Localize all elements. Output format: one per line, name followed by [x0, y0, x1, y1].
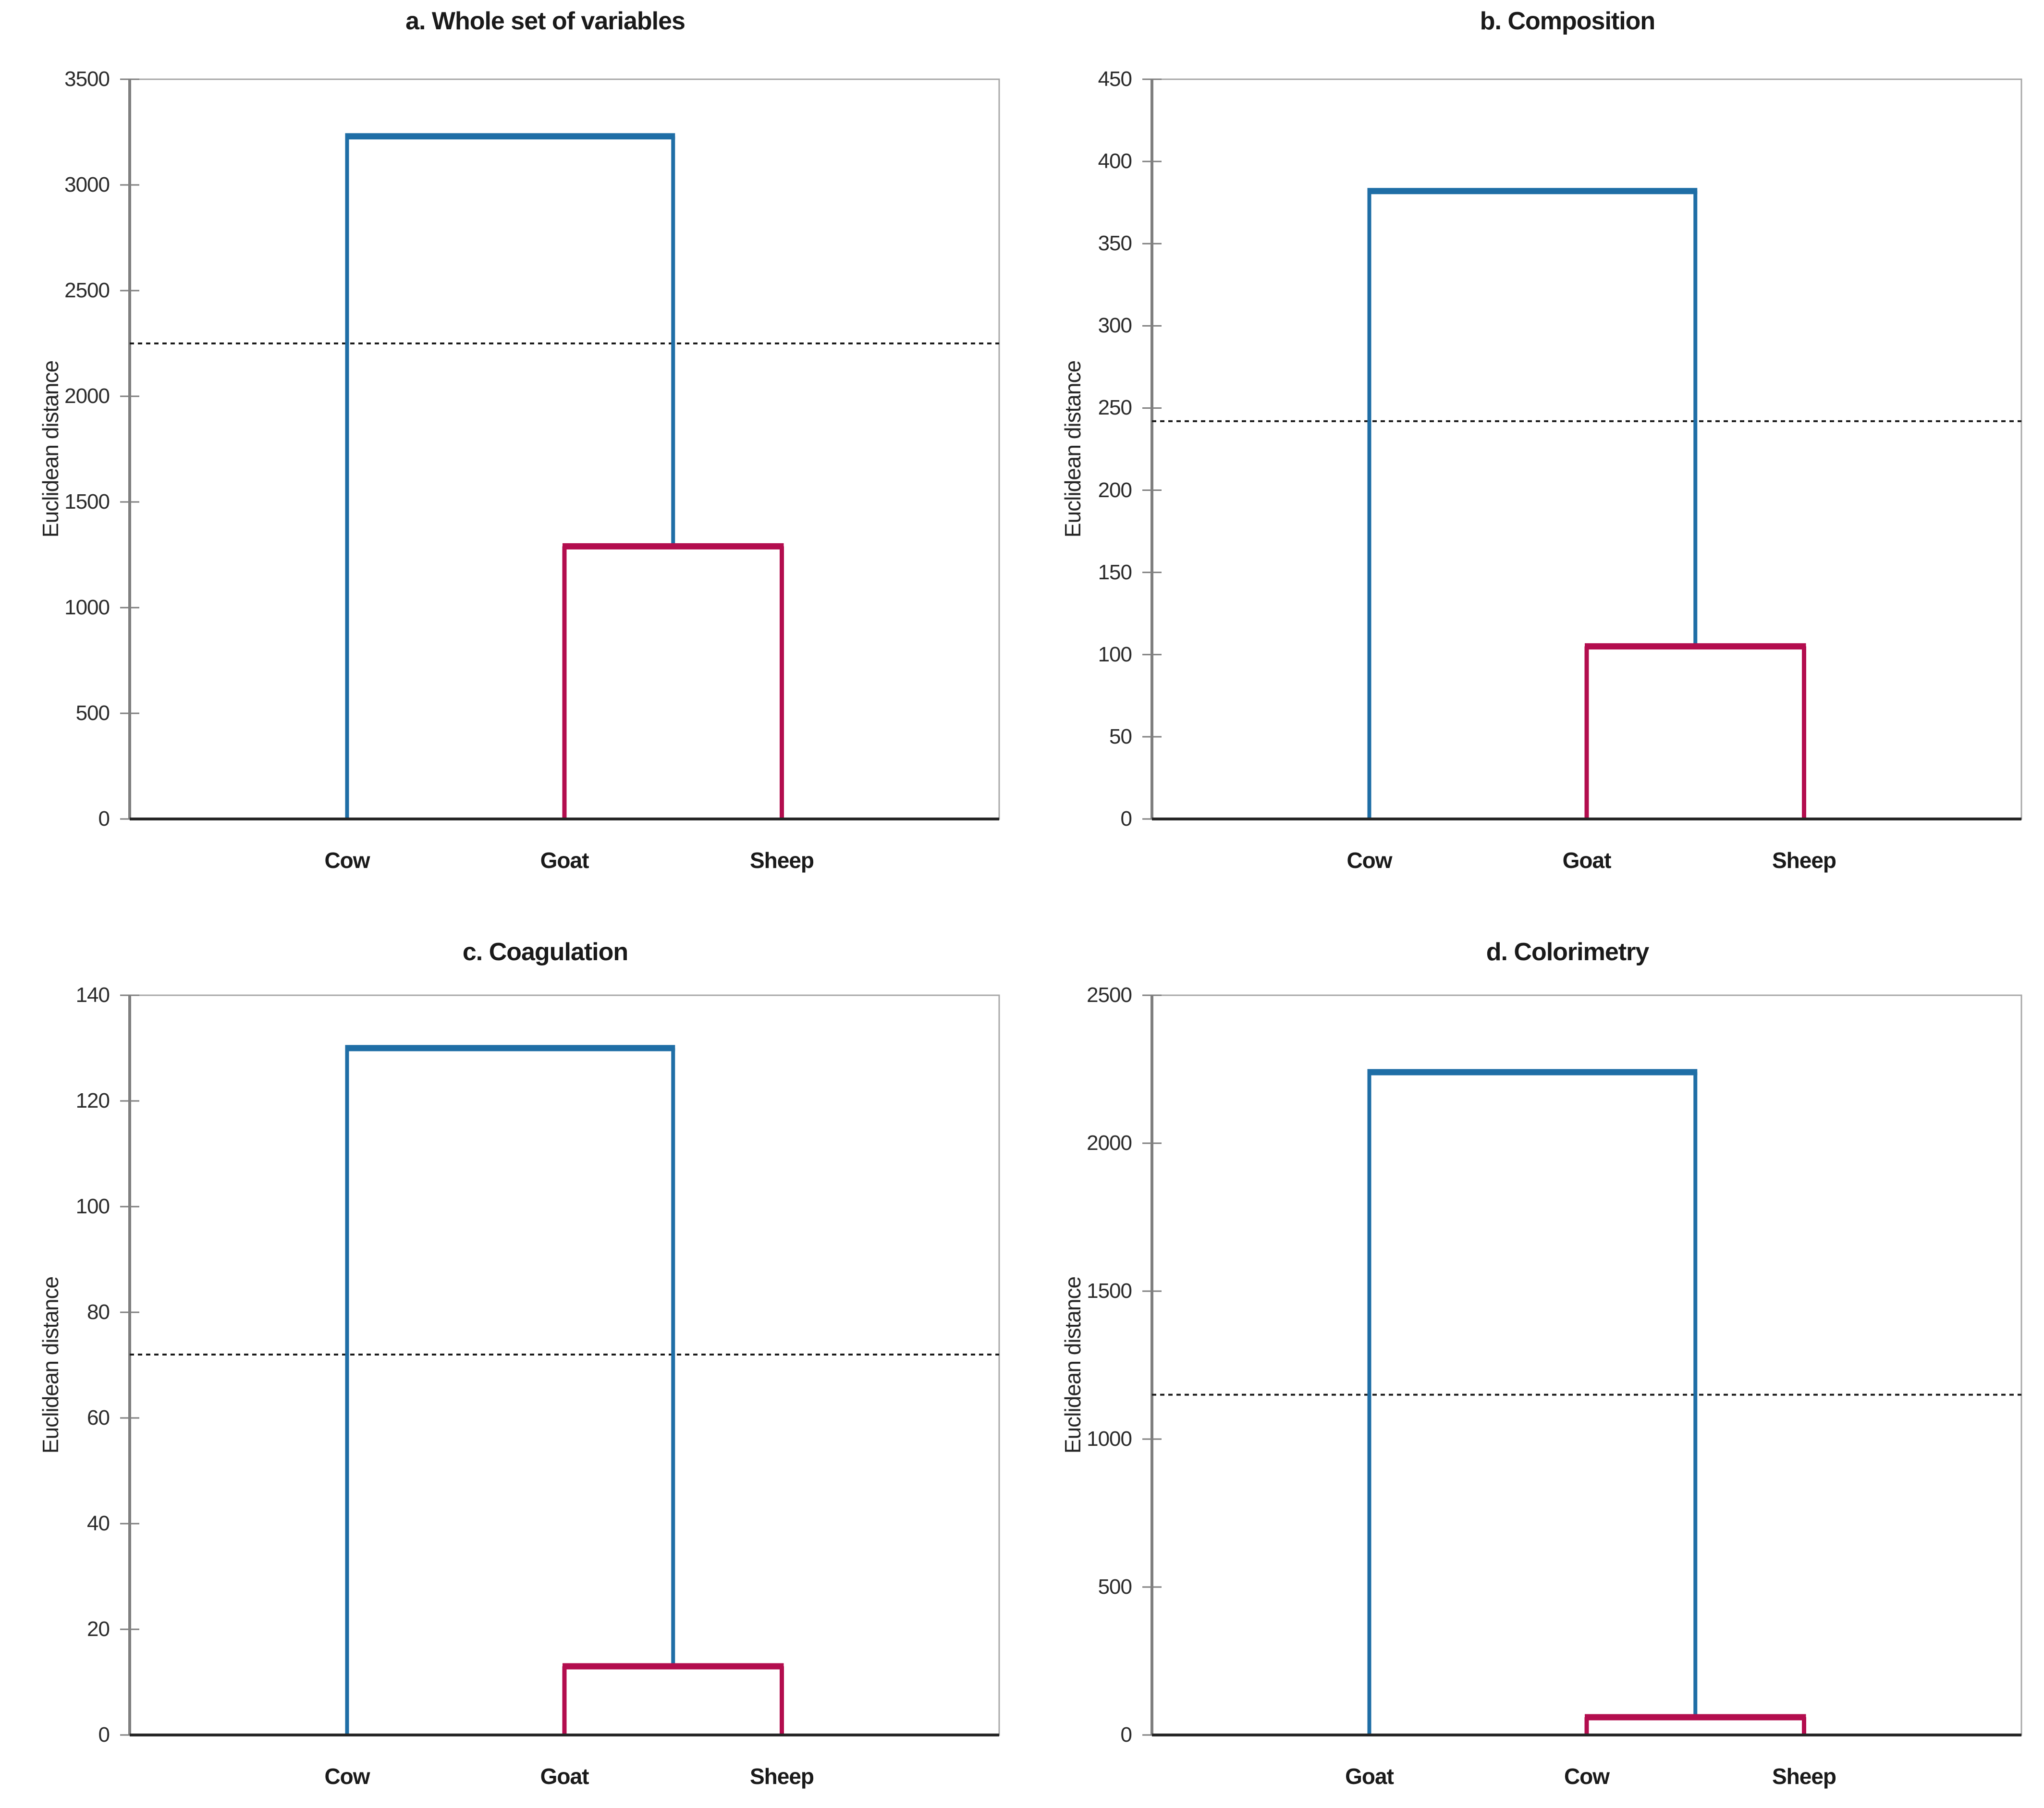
leaf-label: Cow [324, 1764, 370, 1789]
leaf-label: Sheep [749, 848, 814, 873]
y-tick-label: 140 [75, 983, 110, 1007]
y-tick-label: 100 [75, 1195, 110, 1218]
y-tick-label: 2500 [64, 279, 110, 302]
dendrogram-panel: a. Whole set of variables Euclidean dist… [0, 0, 1022, 904]
plot-border [1151, 994, 2022, 1736]
panel-title: a. Whole set of variables [405, 7, 685, 35]
leaf-label: Cow [1346, 848, 1392, 873]
dendrogram-canvas [120, 78, 1000, 820]
y-tick-label: 80 [87, 1300, 110, 1324]
y-tick-label: 200 [1098, 478, 1132, 502]
y-tick-label: 400 [1098, 149, 1132, 173]
y-tick-label: 2000 [64, 384, 110, 408]
leaf-label: Sheep [749, 1764, 814, 1789]
leaf-label: Goat [540, 1764, 589, 1789]
leaf-label: Goat [540, 848, 589, 873]
dendrogram-canvas [120, 994, 1000, 1736]
leaf-label: Sheep [1772, 848, 1836, 873]
y-tick-label: 40 [87, 1512, 110, 1535]
y-tick-label: 20 [87, 1617, 110, 1641]
leaf-label: Sheep [1772, 1764, 1836, 1789]
plot-area: Euclidean distance 0 20 40 60 80 100 120 140 Cow… [38, 983, 1000, 1789]
y-tick-label: 2000 [1087, 1131, 1132, 1155]
y-tick-label: 2500 [1087, 983, 1132, 1007]
dendrogram-canvas [1142, 78, 2022, 820]
leaf-label: Cow [324, 848, 370, 873]
y-axis-title: Euclidean distance [1060, 360, 1085, 538]
leaf-label: Goat [1345, 1764, 1394, 1789]
y-tick-label: 1500 [64, 490, 110, 513]
y-tick-label: 0 [1120, 1723, 1132, 1747]
plot-area: Euclidean distance 0 500 1000 1500 2000 2500 3… [38, 67, 1000, 873]
y-tick-label: 3000 [64, 173, 110, 196]
y-tick-label: 1000 [1087, 1427, 1132, 1451]
panel-title: b. Composition [1480, 7, 1655, 35]
y-tick-label: 1000 [64, 596, 110, 619]
y-tick-label: 500 [75, 701, 110, 725]
y-tick-label: 60 [87, 1406, 110, 1429]
y-tick-label: 150 [1098, 560, 1132, 584]
y-tick-label: 0 [1120, 807, 1132, 831]
y-tick-label: 3500 [64, 67, 110, 91]
y-tick-label: 120 [75, 1089, 110, 1112]
y-tick-label: 0 [98, 1723, 110, 1747]
plot-border [129, 994, 1000, 1736]
dendrogram-panel: b. Composition Euclidean distance 0 50 100… [1022, 0, 2044, 904]
y-tick-label: 0 [98, 807, 110, 831]
dendrogram-canvas [1142, 994, 2022, 1736]
dendrogram-panel: d. Colorimetry Euclidean distance 0 500 10… [1022, 904, 2044, 1808]
y-tick-label: 50 [1109, 724, 1132, 748]
plot-area: Euclidean distance 0 50 100 150 200 250 300 350… [1060, 67, 2022, 873]
y-tick-label: 300 [1098, 314, 1132, 338]
y-tick-label: 100 [1098, 642, 1132, 666]
y-tick-label: 1500 [1087, 1279, 1132, 1303]
y-tick-label: 250 [1098, 396, 1132, 420]
y-tick-label: 500 [1098, 1575, 1132, 1599]
panel-title: c. Coagulation [462, 938, 628, 966]
dendrogram-panel: c. Coagulation Euclidean distance 0 20 40 6… [0, 904, 1022, 1808]
y-tick-label: 350 [1098, 232, 1132, 256]
plot-area: Euclidean distance 0 500 1000 1500 2000 2500 G… [1060, 983, 2022, 1789]
leaf-label: Goat [1562, 848, 1612, 873]
y-tick-label: 450 [1098, 67, 1132, 91]
leaf-label: Cow [1564, 1764, 1610, 1789]
panel-title: d. Colorimetry [1486, 938, 1650, 966]
